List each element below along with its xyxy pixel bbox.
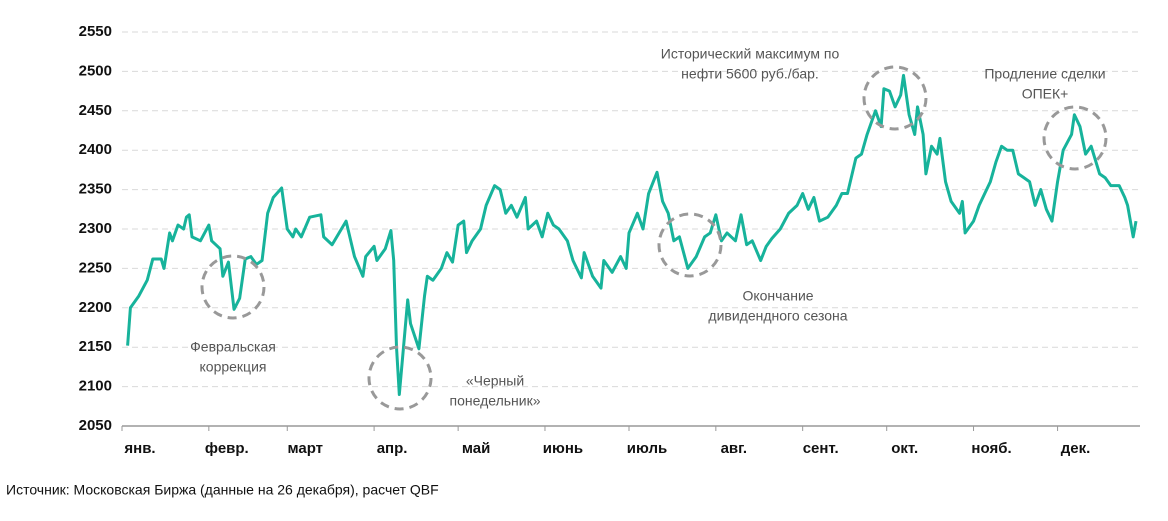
y-tick-label: 2200 <box>79 299 112 316</box>
x-tick-label: июль <box>627 440 667 457</box>
x-tick-label: янв. <box>124 440 155 457</box>
annotation: Окончание <box>742 288 813 304</box>
x-tick-label: окт. <box>891 440 918 457</box>
y-tick-label: 2100 <box>79 378 112 395</box>
x-tick-label: сент. <box>803 440 839 457</box>
y-tick-label: 2050 <box>79 417 112 434</box>
annotation-circle <box>862 65 928 131</box>
x-tick-label: март <box>287 440 323 457</box>
x-tick-label: май <box>462 440 490 457</box>
x-tick-label: авг. <box>721 440 747 457</box>
annotation: нефти 5600 руб./бар. <box>681 66 819 82</box>
annotation: Продление сделки <box>984 66 1105 82</box>
annotation-circle <box>367 345 433 411</box>
x-tick-label: июнь <box>543 440 583 457</box>
annotation-circle <box>200 254 266 320</box>
annotation: дивидендного сезона <box>708 308 847 324</box>
annotation: понедельник» <box>450 393 541 409</box>
line-series <box>126 73 1138 396</box>
annotation: Исторический максимум по <box>661 46 840 62</box>
y-tick-label: 2250 <box>79 259 112 276</box>
x-tick-label: апр. <box>377 440 408 457</box>
annotation-circle <box>1042 105 1108 171</box>
annotation-circle <box>657 212 723 278</box>
x-tick-label: февр. <box>205 440 249 457</box>
y-tick-label: 2400 <box>79 141 112 158</box>
annotation: «Черный <box>466 373 524 389</box>
y-tick-label: 2150 <box>79 338 112 355</box>
x-tick-label: нояб. <box>971 440 1011 457</box>
x-tick-label: дек. <box>1061 440 1091 457</box>
y-tick-label: 2350 <box>79 181 112 198</box>
y-tick-label: 2300 <box>79 220 112 237</box>
annotation: ОПЕК+ <box>1022 86 1069 102</box>
y-tick-label: 2550 <box>79 23 112 40</box>
y-tick-label: 2450 <box>79 102 112 119</box>
annotation: Февральская <box>190 339 276 355</box>
annotation: коррекция <box>200 359 267 375</box>
y-tick-label: 2500 <box>79 62 112 79</box>
source-note: Источник: Московская Биржа (данные на 26… <box>6 482 439 498</box>
